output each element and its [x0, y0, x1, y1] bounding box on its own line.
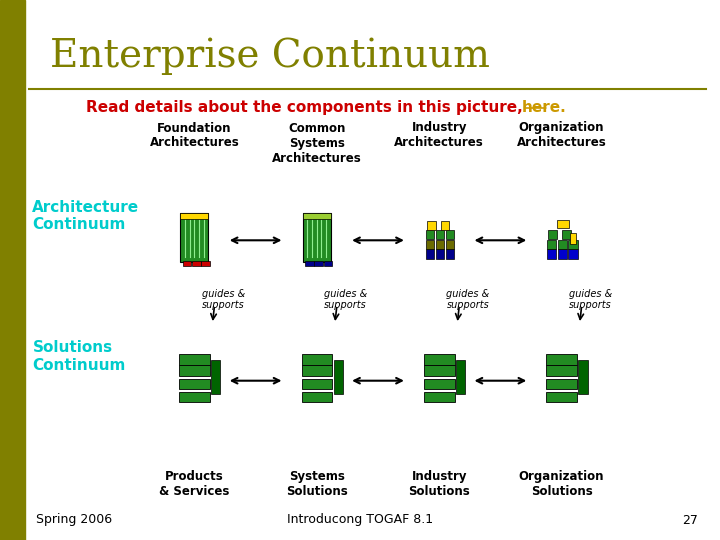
- Text: here.: here.: [522, 100, 567, 115]
- Text: guides &
supports: guides & supports: [202, 289, 245, 310]
- FancyBboxPatch shape: [333, 360, 343, 394]
- FancyBboxPatch shape: [305, 261, 314, 266]
- FancyBboxPatch shape: [302, 213, 330, 219]
- Text: guides &
supports: guides & supports: [324, 289, 367, 310]
- FancyBboxPatch shape: [569, 249, 577, 259]
- FancyBboxPatch shape: [441, 221, 449, 230]
- FancyBboxPatch shape: [192, 261, 201, 266]
- Text: Common
Systems
Architectures: Common Systems Architectures: [272, 122, 361, 165]
- FancyBboxPatch shape: [183, 261, 192, 266]
- FancyBboxPatch shape: [302, 354, 332, 364]
- Text: Spring 2006: Spring 2006: [36, 514, 112, 526]
- FancyBboxPatch shape: [578, 360, 588, 394]
- FancyBboxPatch shape: [181, 213, 209, 262]
- FancyBboxPatch shape: [424, 365, 454, 376]
- FancyBboxPatch shape: [436, 230, 444, 239]
- Text: Products
& Services: Products & Services: [159, 470, 230, 498]
- FancyBboxPatch shape: [562, 230, 571, 239]
- FancyBboxPatch shape: [424, 379, 454, 389]
- FancyBboxPatch shape: [557, 220, 569, 228]
- Text: Solutions
Continuum: Solutions Continuum: [32, 340, 126, 373]
- Text: guides &
supports: guides & supports: [569, 289, 612, 310]
- Text: Foundation
Architectures: Foundation Architectures: [150, 122, 239, 150]
- FancyBboxPatch shape: [324, 261, 333, 266]
- FancyBboxPatch shape: [546, 379, 577, 389]
- FancyBboxPatch shape: [211, 360, 220, 394]
- FancyBboxPatch shape: [546, 392, 577, 402]
- FancyBboxPatch shape: [558, 249, 567, 259]
- Text: Introducong TOGAF 8.1: Introducong TOGAF 8.1: [287, 514, 433, 526]
- FancyBboxPatch shape: [302, 365, 332, 376]
- FancyBboxPatch shape: [456, 360, 465, 394]
- Text: Industry
Architectures: Industry Architectures: [395, 122, 484, 150]
- Text: Enterprise Continuum: Enterprise Continuum: [50, 38, 490, 75]
- FancyBboxPatch shape: [181, 213, 209, 219]
- FancyBboxPatch shape: [436, 240, 444, 249]
- FancyBboxPatch shape: [426, 230, 434, 239]
- FancyBboxPatch shape: [424, 354, 454, 364]
- FancyBboxPatch shape: [202, 261, 210, 266]
- Text: Industry
Solutions: Industry Solutions: [408, 470, 470, 498]
- Text: Architecture
Continuum: Architecture Continuum: [32, 200, 140, 232]
- FancyBboxPatch shape: [426, 249, 434, 259]
- FancyBboxPatch shape: [427, 221, 436, 230]
- FancyBboxPatch shape: [547, 240, 556, 249]
- FancyBboxPatch shape: [446, 249, 454, 259]
- FancyBboxPatch shape: [179, 354, 210, 364]
- FancyBboxPatch shape: [446, 230, 454, 239]
- Text: Organization
Solutions: Organization Solutions: [519, 470, 604, 498]
- FancyBboxPatch shape: [179, 392, 210, 402]
- FancyBboxPatch shape: [179, 379, 210, 389]
- FancyBboxPatch shape: [569, 240, 577, 249]
- FancyBboxPatch shape: [314, 261, 323, 266]
- FancyBboxPatch shape: [570, 233, 577, 244]
- FancyBboxPatch shape: [547, 249, 556, 259]
- FancyBboxPatch shape: [302, 213, 330, 262]
- FancyBboxPatch shape: [424, 392, 454, 402]
- Text: Organization
Architectures: Organization Architectures: [517, 122, 606, 150]
- FancyBboxPatch shape: [546, 365, 577, 376]
- Text: Read details about the components in this picture,: Read details about the components in thi…: [86, 100, 523, 115]
- FancyBboxPatch shape: [436, 249, 444, 259]
- Text: 27: 27: [683, 514, 698, 526]
- FancyBboxPatch shape: [548, 230, 557, 239]
- FancyBboxPatch shape: [546, 354, 577, 364]
- FancyBboxPatch shape: [302, 392, 332, 402]
- FancyBboxPatch shape: [558, 240, 567, 249]
- Text: guides &
supports: guides & supports: [446, 289, 490, 310]
- Bar: [0, 0, 25, 540]
- Text: Systems
Solutions: Systems Solutions: [286, 470, 348, 498]
- FancyBboxPatch shape: [302, 379, 332, 389]
- FancyBboxPatch shape: [426, 240, 434, 249]
- FancyBboxPatch shape: [446, 240, 454, 249]
- FancyBboxPatch shape: [179, 365, 210, 376]
